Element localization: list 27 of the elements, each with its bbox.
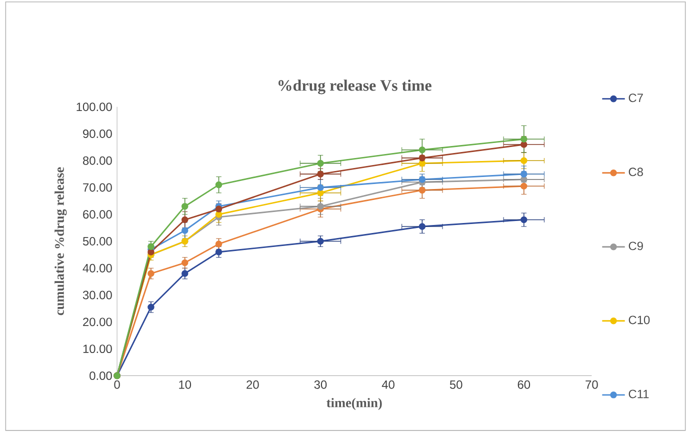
y-tick-label: 60.00 [83,210,112,219]
x-tick-label: 30 [314,380,327,390]
legend-label: C10 [628,316,650,324]
y-tick-label: 20.00 [83,318,112,326]
y-tick-label: 10.00 [83,344,112,354]
x-tick-label: 60 [518,380,530,390]
y-tick-label: 70.00 [83,183,112,192]
chart-title: %drug release Vs time [278,80,432,94]
x-axis-title: time(min) [326,398,382,410]
y-tick-label: 40.00 [82,264,112,273]
legend-label: C9 [628,242,643,250]
x-tick-label: 0 [114,380,120,390]
legend-label: C7 [628,94,643,102]
y-tick-label: 50.00 [82,237,112,246]
x-tick-label: 10 [179,380,192,390]
y-tick-label: 90.00 [83,130,112,138]
legend-label: C11 [628,390,649,398]
y-axis-title: cumulative %drug release [54,167,67,316]
x-tick-label: 50 [450,380,462,390]
y-tick-label: 80.00 [83,156,112,166]
x-tick-label: 20 [246,380,259,390]
y-tick-label: 100.00 [76,102,112,112]
x-tick-label: 70 [586,380,598,390]
y-tick-label: 0.00 [90,372,112,380]
x-tick-label: 40 [382,380,394,390]
legend-label: C8 [628,168,643,176]
y-tick-label: 30.00 [82,290,112,300]
